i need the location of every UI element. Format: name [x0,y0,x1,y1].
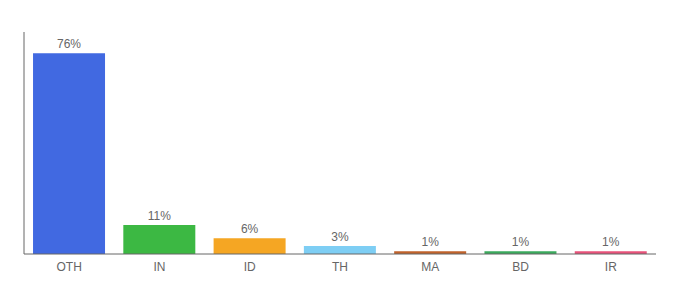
svg-text:IN: IN [153,260,165,274]
svg-text:76%: 76% [57,37,81,51]
svg-text:3%: 3% [331,230,349,244]
svg-text:MA: MA [421,260,439,274]
svg-text:TH: TH [332,260,348,274]
svg-text:BD: BD [512,260,529,274]
svg-text:1%: 1% [421,235,439,249]
svg-text:1%: 1% [602,235,620,249]
svg-text:OTH: OTH [56,260,81,274]
svg-text:6%: 6% [241,222,259,236]
svg-text:ID: ID [244,260,256,274]
svg-text:IR: IR [605,260,617,274]
svg-text:11%: 11% [148,209,171,223]
svg-text:1%: 1% [512,235,530,249]
